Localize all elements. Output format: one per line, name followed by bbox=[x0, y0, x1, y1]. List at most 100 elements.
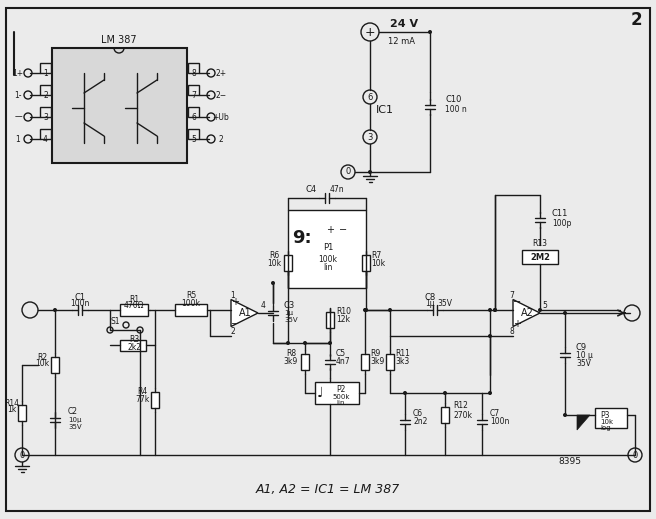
Circle shape bbox=[24, 69, 32, 77]
Bar bbox=[120, 340, 146, 351]
Bar bbox=[18, 405, 26, 421]
Text: 2k2: 2k2 bbox=[127, 343, 141, 351]
Text: R4: R4 bbox=[137, 388, 147, 397]
Circle shape bbox=[363, 130, 377, 144]
Circle shape bbox=[24, 135, 32, 143]
Text: R9: R9 bbox=[370, 349, 380, 359]
Text: 2n2: 2n2 bbox=[413, 417, 427, 427]
Text: R5: R5 bbox=[186, 292, 196, 301]
Text: P1: P1 bbox=[323, 243, 333, 253]
Text: 270k: 270k bbox=[453, 411, 472, 419]
Circle shape bbox=[341, 165, 355, 179]
Text: 35V: 35V bbox=[576, 359, 591, 367]
Circle shape bbox=[207, 69, 215, 77]
Bar bbox=[595, 408, 627, 428]
Circle shape bbox=[363, 308, 367, 312]
Text: C2: C2 bbox=[68, 407, 78, 417]
Circle shape bbox=[207, 91, 215, 99]
Text: 100p: 100p bbox=[552, 218, 571, 227]
Text: 100 n: 100 n bbox=[445, 104, 467, 114]
Circle shape bbox=[403, 391, 407, 395]
Text: C10: C10 bbox=[445, 94, 461, 103]
Circle shape bbox=[137, 327, 143, 333]
Text: 47n: 47n bbox=[330, 185, 344, 195]
Bar bbox=[40, 129, 51, 139]
Text: R12: R12 bbox=[453, 402, 468, 411]
Text: ♩: ♩ bbox=[317, 386, 323, 400]
Text: P2: P2 bbox=[337, 386, 346, 394]
Text: log: log bbox=[600, 425, 611, 431]
Text: A2: A2 bbox=[521, 308, 533, 318]
Circle shape bbox=[538, 308, 542, 312]
Circle shape bbox=[24, 113, 32, 121]
Text: 500k: 500k bbox=[332, 394, 350, 400]
Circle shape bbox=[15, 448, 29, 462]
Bar bbox=[40, 63, 51, 73]
Text: 35V: 35V bbox=[284, 317, 298, 323]
Circle shape bbox=[123, 322, 129, 328]
Text: 0: 0 bbox=[632, 450, 638, 459]
Text: 2+: 2+ bbox=[215, 69, 226, 77]
Circle shape bbox=[22, 302, 38, 318]
Bar bbox=[51, 357, 59, 373]
Text: 1: 1 bbox=[16, 134, 20, 143]
Polygon shape bbox=[513, 299, 540, 326]
Circle shape bbox=[363, 90, 377, 104]
Text: R13: R13 bbox=[533, 239, 548, 249]
Circle shape bbox=[107, 327, 113, 333]
Text: C3: C3 bbox=[284, 301, 295, 309]
Bar bbox=[188, 129, 199, 139]
Bar bbox=[188, 107, 199, 117]
Text: C11: C11 bbox=[552, 209, 568, 217]
Text: 6: 6 bbox=[191, 113, 196, 121]
Circle shape bbox=[53, 308, 57, 312]
Text: C1: C1 bbox=[74, 294, 85, 303]
Text: R7: R7 bbox=[371, 251, 381, 260]
Text: −: − bbox=[339, 225, 347, 235]
Text: 2M2: 2M2 bbox=[530, 253, 550, 262]
Text: 2: 2 bbox=[630, 11, 642, 29]
Bar bbox=[386, 354, 394, 370]
Text: R2: R2 bbox=[37, 352, 47, 362]
Text: LM 387: LM 387 bbox=[101, 35, 137, 45]
Text: 8: 8 bbox=[510, 326, 514, 335]
Text: 4: 4 bbox=[43, 134, 48, 143]
Text: 8395: 8395 bbox=[558, 458, 581, 467]
Text: C9: C9 bbox=[576, 343, 587, 351]
Circle shape bbox=[443, 391, 447, 395]
Bar bbox=[315, 382, 359, 404]
Text: 9:: 9: bbox=[292, 229, 312, 247]
Circle shape bbox=[368, 170, 372, 174]
Bar bbox=[441, 407, 449, 423]
Circle shape bbox=[388, 308, 392, 312]
Text: 100n: 100n bbox=[70, 298, 90, 307]
Text: 100k: 100k bbox=[319, 255, 337, 265]
Text: P3: P3 bbox=[600, 411, 609, 419]
Circle shape bbox=[364, 308, 368, 312]
Circle shape bbox=[493, 308, 497, 312]
Polygon shape bbox=[577, 415, 590, 430]
Text: A1, A2 = IC1 = LM 387: A1, A2 = IC1 = LM 387 bbox=[256, 484, 400, 497]
Text: 10 μ: 10 μ bbox=[576, 350, 593, 360]
Text: C7: C7 bbox=[490, 409, 500, 418]
Text: 1: 1 bbox=[231, 291, 236, 299]
Text: C8: C8 bbox=[424, 294, 436, 303]
Bar bbox=[175, 304, 207, 316]
Bar bbox=[151, 392, 159, 408]
Circle shape bbox=[428, 30, 432, 34]
Circle shape bbox=[563, 311, 567, 315]
Text: 12 mA: 12 mA bbox=[388, 37, 415, 47]
Text: C5: C5 bbox=[336, 349, 346, 359]
Text: C6: C6 bbox=[413, 409, 423, 418]
Text: 2: 2 bbox=[231, 326, 236, 335]
Text: +: + bbox=[365, 25, 375, 38]
Text: 8: 8 bbox=[191, 69, 196, 77]
Circle shape bbox=[488, 334, 492, 338]
Text: 7: 7 bbox=[191, 90, 196, 100]
Text: R1: R1 bbox=[129, 294, 139, 304]
Circle shape bbox=[364, 308, 368, 312]
Text: 1-: 1- bbox=[14, 90, 22, 100]
Text: 100k: 100k bbox=[182, 298, 201, 307]
Text: 7: 7 bbox=[510, 291, 514, 299]
Bar bbox=[522, 250, 558, 264]
